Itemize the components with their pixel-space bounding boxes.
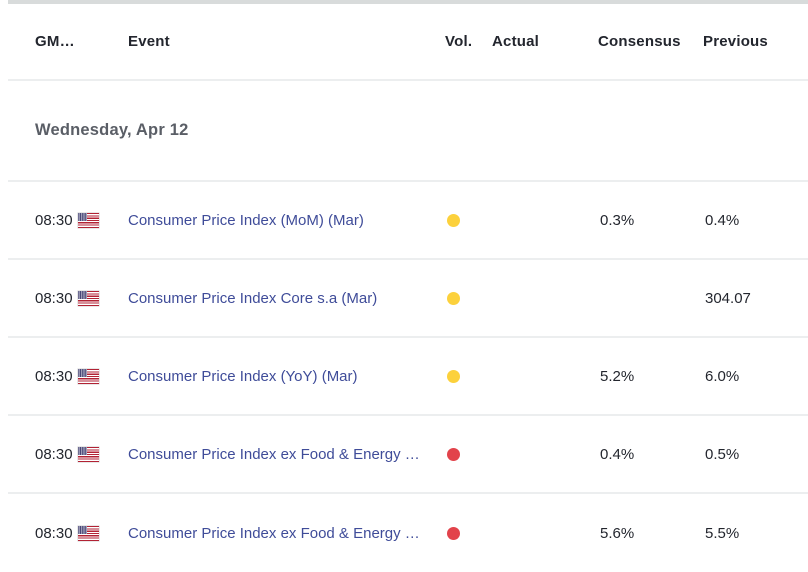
date-header-row: Wednesday, Apr 12	[8, 81, 808, 182]
calendar-row[interactable]: 08:30 Consumer Price Index ex Food & Ene…	[8, 494, 808, 572]
volatility-dot-icon	[447, 213, 460, 227]
event-link[interactable]: Consumer Price Index ex Food & Energy …	[128, 524, 420, 542]
consensus-cell: 5.2%	[600, 367, 635, 385]
time-cell: 08:30	[35, 212, 128, 229]
event-time: 08:30	[35, 445, 73, 463]
vol-cell	[445, 291, 492, 305]
time-cell: 08:30	[35, 368, 128, 385]
column-header-previous: Previous	[703, 33, 768, 50]
column-header-actual: Actual	[492, 33, 540, 50]
event-time: 08:30	[35, 367, 73, 385]
previous-cell: 0.5%	[705, 445, 740, 463]
event-time: 08:30	[35, 211, 73, 229]
us-flag-icon	[77, 290, 99, 306]
table-header-row: GM… Event Vol. Actual Consensus Previous	[8, 4, 808, 81]
previous-cell: 5.5%	[705, 524, 740, 542]
time-cell: 08:30	[35, 290, 128, 307]
column-header-vol: Vol.	[445, 33, 473, 50]
volatility-dot-icon	[447, 526, 460, 540]
event-link[interactable]: Consumer Price Index (YoY) (Mar)	[128, 367, 358, 385]
previous-cell: 304.07	[705, 289, 751, 307]
time-cell: 08:30	[35, 446, 128, 463]
event-time: 08:30	[35, 289, 73, 307]
us-flag-icon	[77, 525, 99, 541]
column-header-event: Event	[128, 33, 170, 50]
calendar-row[interactable]: 08:30 Consumer Price Index ex Food & Ene…	[8, 416, 808, 494]
us-flag-icon	[77, 212, 99, 228]
calendar-row[interactable]: 08:30 Consumer Price Index Core s.a (Mar…	[8, 260, 808, 338]
event-link[interactable]: Consumer Price Index (MoM) (Mar)	[128, 211, 364, 229]
vol-cell	[445, 213, 492, 227]
column-header-consensus: Consensus	[598, 33, 681, 50]
top-divider	[8, 0, 808, 4]
vol-cell	[445, 369, 492, 383]
vol-cell	[445, 447, 492, 461]
previous-cell: 6.0%	[705, 367, 740, 385]
us-flag-icon	[77, 446, 99, 462]
volatility-dot-icon	[447, 447, 460, 461]
event-link[interactable]: Consumer Price Index Core s.a (Mar)	[128, 289, 378, 307]
calendar-row[interactable]: 08:30 Consumer Price Index (MoM) (Mar) 0…	[8, 182, 808, 260]
time-cell: 08:30	[35, 525, 128, 542]
volatility-dot-icon	[447, 369, 460, 383]
vol-cell	[445, 526, 492, 540]
consensus-cell: 5.6%	[600, 524, 635, 542]
calendar-row[interactable]: 08:30 Consumer Price Index (YoY) (Mar) 5…	[8, 338, 808, 416]
event-link[interactable]: Consumer Price Index ex Food & Energy …	[128, 445, 420, 463]
volatility-dot-icon	[447, 291, 460, 305]
event-time: 08:30	[35, 524, 73, 542]
us-flag-icon	[77, 368, 99, 384]
previous-cell: 0.4%	[705, 211, 740, 229]
consensus-cell: 0.4%	[600, 445, 635, 463]
consensus-cell: 0.3%	[600, 211, 635, 229]
column-header-gmt: GM…	[35, 33, 75, 50]
date-header-label: Wednesday, Apr 12	[35, 121, 189, 139]
